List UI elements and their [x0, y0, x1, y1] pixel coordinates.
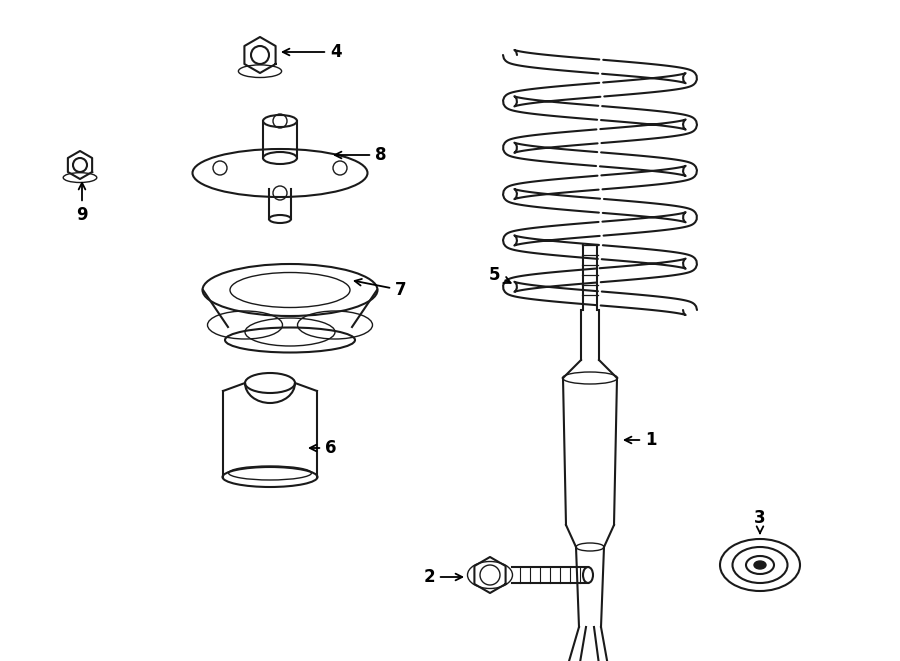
Text: 8: 8	[335, 146, 386, 164]
Ellipse shape	[754, 561, 766, 569]
Text: 9: 9	[76, 183, 88, 224]
Text: 3: 3	[754, 509, 766, 533]
Text: 7: 7	[355, 279, 407, 299]
Text: 5: 5	[489, 266, 510, 284]
Text: 2: 2	[423, 568, 463, 586]
Text: 4: 4	[283, 43, 342, 61]
Text: 1: 1	[625, 431, 656, 449]
Text: 6: 6	[310, 439, 337, 457]
